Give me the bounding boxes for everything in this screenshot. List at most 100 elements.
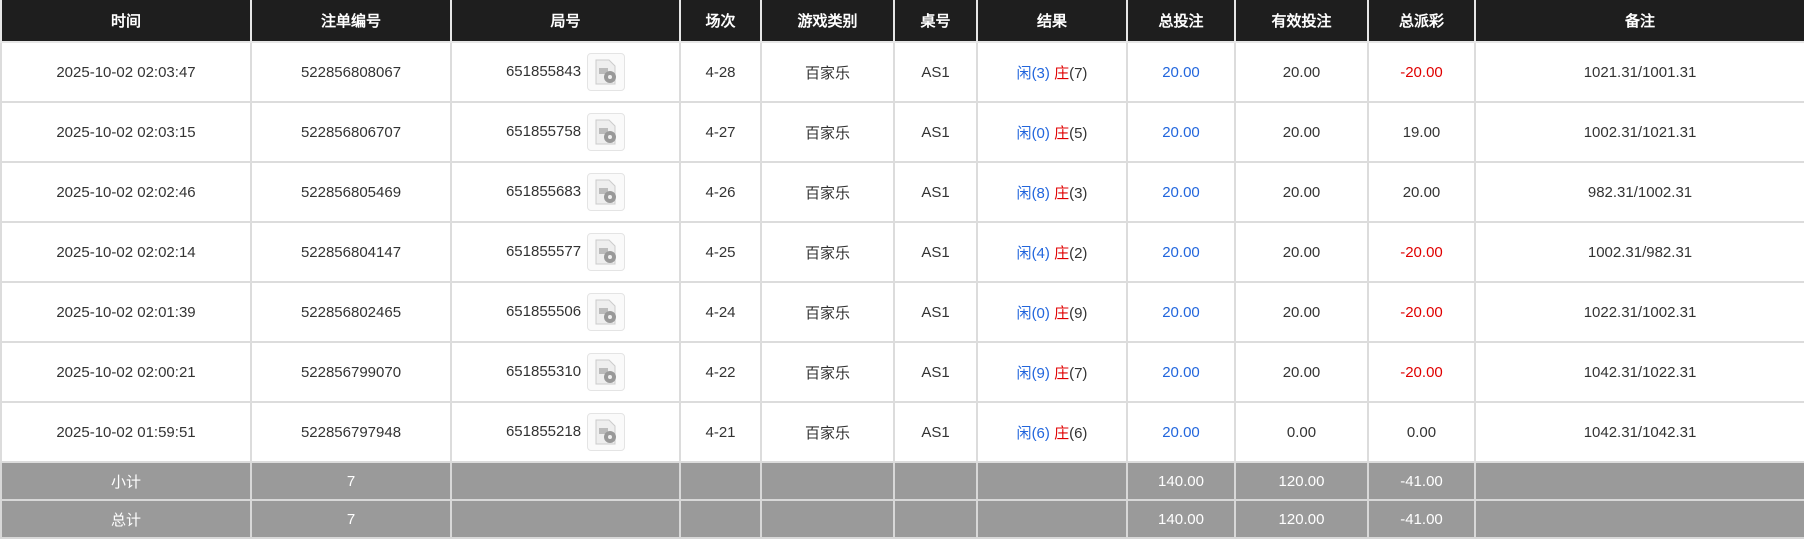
note-cell: 1022.31/1002.31 xyxy=(1474,281,1804,343)
banker-score: (9) xyxy=(1069,304,1088,322)
subtotal-row: 小计 7 140.00 120.00 -41.00 xyxy=(0,461,1804,501)
table-row: 2025-10-02 02:02:14 522856804147 651855577… xyxy=(0,221,1804,283)
empty-cell xyxy=(976,461,1128,501)
empty-cell xyxy=(760,499,895,539)
round-number: 651855218 xyxy=(505,422,582,440)
summary-valid-bet: 120.00 xyxy=(1234,461,1369,501)
total-bet-cell: 20.00 xyxy=(1126,161,1236,223)
player-label: 闲 xyxy=(1016,124,1032,142)
round-cell: 651855506 xyxy=(450,281,681,343)
game-type-cell: 百家乐 xyxy=(760,281,895,343)
player-label: 闲 xyxy=(1016,244,1032,262)
bet-id-cell: 522856805469 xyxy=(250,161,452,223)
video-file-icon[interactable] xyxy=(587,173,626,211)
empty-cell xyxy=(893,461,978,501)
game-type-cell: 百家乐 xyxy=(760,221,895,283)
table-row: 2025-10-02 02:03:47 522856808067 651855843… xyxy=(0,41,1804,103)
table-no-cell: AS1 xyxy=(893,341,978,403)
empty-cell xyxy=(450,461,681,501)
result-cell: 闲(8) 庄(3) xyxy=(976,161,1128,223)
player-result: 闲(6) xyxy=(1017,425,1050,442)
total-bet-cell: 20.00 xyxy=(1126,281,1236,343)
bet-id-cell: 522856806707 xyxy=(250,101,452,163)
note-cell: 1042.31/1022.31 xyxy=(1474,341,1804,403)
banker-label: 庄 xyxy=(1054,64,1070,82)
round-cell: 651855683 xyxy=(450,161,681,223)
session-cell: 4-25 xyxy=(679,221,762,283)
total-bet-cell: 20.00 xyxy=(1126,41,1236,103)
summary-label: 总计 xyxy=(0,499,252,539)
note-cell: 1002.31/982.31 xyxy=(1474,221,1804,283)
table-row: 2025-10-02 02:03:15 522856806707 651855758… xyxy=(0,101,1804,163)
game-type-cell: 百家乐 xyxy=(760,41,895,103)
table-no-cell: AS1 xyxy=(893,221,978,283)
video-file-icon[interactable] xyxy=(587,413,626,451)
banker-label: 庄 xyxy=(1054,364,1070,382)
column-header-note: 备注 xyxy=(1474,0,1804,43)
player-label: 闲 xyxy=(1016,364,1032,382)
empty-cell xyxy=(1474,499,1804,539)
note-cell: 1002.31/1021.31 xyxy=(1474,101,1804,163)
table-no-cell: AS1 xyxy=(893,281,978,343)
round-cell: 651855577 xyxy=(450,221,681,283)
summary-label: 小计 xyxy=(0,461,252,501)
result-cell: 闲(0) 庄(5) xyxy=(976,101,1128,163)
column-header-payout: 总派彩 xyxy=(1367,0,1476,43)
session-cell: 4-22 xyxy=(679,341,762,403)
video-file-icon[interactable] xyxy=(587,113,626,151)
table-no-cell: AS1 xyxy=(893,401,978,463)
player-result: 闲(9) xyxy=(1017,365,1050,382)
session-cell: 4-21 xyxy=(679,401,762,463)
video-file-icon[interactable] xyxy=(587,233,626,271)
payout-cell: 20.00 xyxy=(1367,161,1476,223)
valid-bet-cell: 20.00 xyxy=(1234,341,1369,403)
time-cell: 2025-10-02 01:59:51 xyxy=(0,401,252,463)
round-number: 651855310 xyxy=(505,362,582,380)
column-header-total-bet: 总投注 xyxy=(1126,0,1236,43)
table-row: 2025-10-02 02:01:39 522856802465 651855506… xyxy=(0,281,1804,343)
player-result: 闲(4) xyxy=(1017,245,1050,262)
note-cell: 1042.31/1042.31 xyxy=(1474,401,1804,463)
empty-cell xyxy=(976,499,1128,539)
payout-cell: -20.00 xyxy=(1367,281,1476,343)
summary-valid-bet: 120.00 xyxy=(1234,499,1369,539)
player-score: (8) xyxy=(1031,184,1050,202)
session-cell: 4-24 xyxy=(679,281,762,343)
empty-cell xyxy=(450,499,681,539)
video-file-icon[interactable] xyxy=(587,353,626,391)
game-type-cell: 百家乐 xyxy=(760,101,895,163)
grand-total-row: 总计 7 140.00 120.00 -41.00 xyxy=(0,499,1804,539)
time-cell: 2025-10-02 02:00:21 xyxy=(0,341,252,403)
round-number: 651855843 xyxy=(505,62,582,80)
video-file-icon[interactable] xyxy=(587,293,626,331)
banker-score: (3) xyxy=(1069,184,1088,202)
bet-id-cell: 522856804147 xyxy=(250,221,452,283)
player-score: (0) xyxy=(1031,304,1050,322)
banker-score: (7) xyxy=(1069,64,1088,82)
total-bet-cell: 20.00 xyxy=(1126,401,1236,463)
total-bet-cell: 20.00 xyxy=(1126,221,1236,283)
player-label: 闲 xyxy=(1016,304,1032,322)
empty-cell xyxy=(893,499,978,539)
result-cell: 闲(6) 庄(6) xyxy=(976,401,1128,463)
time-cell: 2025-10-02 02:02:14 xyxy=(0,221,252,283)
table-row: 2025-10-02 01:59:51 522856797948 651855218… xyxy=(0,401,1804,463)
total-bet-cell: 20.00 xyxy=(1126,341,1236,403)
player-result: 闲(0) xyxy=(1017,305,1050,322)
column-header-session: 场次 xyxy=(679,0,762,43)
player-score: (0) xyxy=(1031,124,1050,142)
banker-score: (7) xyxy=(1069,364,1088,382)
result-cell: 闲(4) 庄(2) xyxy=(976,221,1128,283)
round-cell: 651855310 xyxy=(450,341,681,403)
note-cell: 1021.31/1001.31 xyxy=(1474,41,1804,103)
player-label: 闲 xyxy=(1016,184,1032,202)
column-header-game-type: 游戏类别 xyxy=(760,0,895,43)
round-cell: 651855843 xyxy=(450,41,681,103)
video-file-icon[interactable] xyxy=(587,53,626,91)
table-no-cell: AS1 xyxy=(893,41,978,103)
player-label: 闲 xyxy=(1016,64,1032,82)
banker-label: 庄 xyxy=(1054,124,1070,142)
table-row: 2025-10-02 02:00:21 522856799070 651855310… xyxy=(0,341,1804,403)
player-result: 闲(8) xyxy=(1017,185,1050,202)
